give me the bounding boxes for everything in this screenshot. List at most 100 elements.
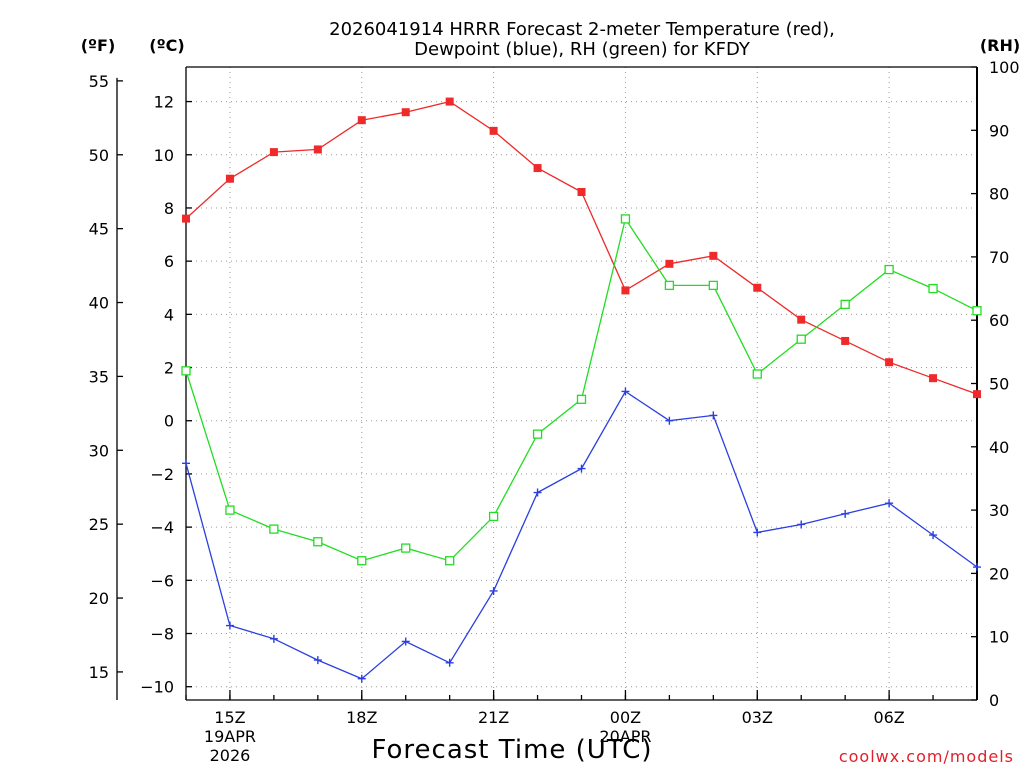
fahrenheit-tick-label: 30 xyxy=(89,441,109,460)
rh-point xyxy=(928,283,938,294)
rh-point xyxy=(664,280,675,291)
fahrenheit-tick-label: 15 xyxy=(89,663,109,682)
fahrenheit-tick-label: 40 xyxy=(89,294,109,313)
rh-line xyxy=(185,217,978,562)
dewpoint-point xyxy=(621,387,630,396)
temperature-point xyxy=(182,214,190,223)
rh-tick-label: 70 xyxy=(989,248,1009,267)
dewpoint-point xyxy=(929,531,938,540)
celsius-tick-label: −2 xyxy=(150,465,174,484)
rh-tick-label: 40 xyxy=(989,438,1009,457)
temperature-point xyxy=(797,315,806,324)
dewpoint-point xyxy=(313,656,322,665)
temperature-point xyxy=(313,145,322,154)
celsius-tick-label: 8 xyxy=(164,199,174,218)
x-tick-label: 00Z xyxy=(610,708,641,727)
temperature-point xyxy=(973,390,981,399)
dewpoint-point xyxy=(797,520,806,529)
temperature-point xyxy=(577,188,586,197)
celsius-tick-label: −6 xyxy=(150,571,174,590)
celsius-tick-label: −8 xyxy=(150,625,174,644)
celsius-tick-label: 0 xyxy=(164,412,174,431)
chart-title-line1: 2026041914 HRRR Forecast 2-meter Tempera… xyxy=(329,19,835,40)
temperature-point xyxy=(225,174,234,183)
rh-point xyxy=(357,556,367,566)
temperature-point xyxy=(753,283,762,292)
fahrenheit-tick-label: 55 xyxy=(89,72,109,91)
temperature-point xyxy=(445,97,454,106)
x-tick-label: 15Z xyxy=(214,708,245,727)
rh-point xyxy=(445,556,455,566)
x-tick-label: 18Z xyxy=(346,708,377,727)
rh-tick-label: 10 xyxy=(989,628,1009,647)
rh-point xyxy=(532,429,543,439)
dewpoint-line xyxy=(185,390,978,680)
dewpoint-point xyxy=(225,621,234,630)
x-tick-year-label: 2026 xyxy=(210,746,251,765)
rh-tick-label: 30 xyxy=(989,501,1009,520)
temperature-point xyxy=(533,164,542,173)
rh-point xyxy=(488,511,499,522)
rh-point xyxy=(269,524,279,534)
celsius-tick-label: 12 xyxy=(154,93,174,112)
dewpoint-point xyxy=(973,563,981,572)
rh-point xyxy=(313,537,323,547)
series-markers xyxy=(181,97,982,683)
rh-unit-label: (RH) xyxy=(980,36,1020,55)
x-tick-label: 03Z xyxy=(742,708,773,727)
dewpoint-point xyxy=(269,634,278,643)
rh-tick-label: 90 xyxy=(989,121,1009,140)
rh-tick-label: 80 xyxy=(989,185,1009,204)
dewpoint-point xyxy=(489,586,498,595)
dewpoint-point xyxy=(533,488,542,497)
rh-tick-label: 20 xyxy=(989,564,1009,583)
temperature-point xyxy=(665,259,674,268)
dewpoint-point xyxy=(577,464,586,473)
celsius-tick-label: −4 xyxy=(150,518,174,537)
rh-point xyxy=(576,394,587,404)
gridlines xyxy=(186,67,977,700)
fahrenheit-tick-label: 45 xyxy=(89,220,109,239)
celsius-tick-label: −10 xyxy=(140,678,174,697)
dewpoint-point xyxy=(885,499,894,508)
rh-tick-label: 100 xyxy=(989,58,1020,77)
fahrenheit-tick-label: 25 xyxy=(89,515,109,534)
rh-point xyxy=(620,214,631,224)
x-tick-date-label: 19APR xyxy=(204,727,256,746)
x-tick-label: 06Z xyxy=(873,708,904,727)
rh-point xyxy=(972,306,982,316)
x-tick-date-label: 20APR xyxy=(599,727,651,746)
rh-point xyxy=(796,334,806,344)
rh-tick-label: 60 xyxy=(989,311,1009,330)
fahrenheit-tick-label: 20 xyxy=(89,589,109,608)
axes: 555045403530252015121086420−2−4−6−8−1010… xyxy=(89,58,1020,765)
credit-link[interactable]: coolwx.com/models xyxy=(839,747,1014,766)
fahrenheit-unit-label: (ºF) xyxy=(81,36,116,55)
temperature-point xyxy=(841,336,850,345)
x-axis-label: Forecast Time (UTC) xyxy=(371,735,652,765)
temperature-point xyxy=(929,374,938,383)
celsius-tick-label: 6 xyxy=(164,252,174,271)
fahrenheit-tick-label: 50 xyxy=(89,146,109,165)
dewpoint-point xyxy=(841,509,850,518)
celsius-tick-label: 2 xyxy=(164,359,174,378)
temperature-line xyxy=(185,100,978,395)
dewpoint-point xyxy=(445,658,454,667)
dewpoint-point xyxy=(665,416,674,425)
rh-point xyxy=(225,505,235,515)
temperature-point xyxy=(357,116,366,125)
dewpoint-point xyxy=(182,459,190,468)
chart-title-line2: Dewpoint (blue), RH (green) for KFDY xyxy=(414,39,751,60)
temperature-point xyxy=(489,126,498,135)
temperature-point xyxy=(269,148,278,157)
rh-point xyxy=(840,299,850,310)
dewpoint-point xyxy=(753,528,762,537)
dewpoint-point xyxy=(709,411,718,420)
rh-point xyxy=(181,366,191,376)
dewpoint-point xyxy=(357,674,366,683)
rh-point xyxy=(708,280,718,291)
temperature-point xyxy=(621,286,630,295)
rh-point xyxy=(884,264,894,275)
rh-tick-label: 50 xyxy=(989,375,1009,394)
